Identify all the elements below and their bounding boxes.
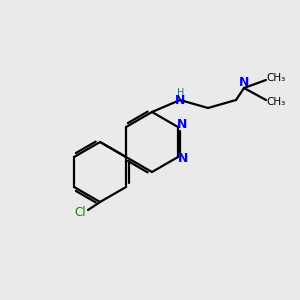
Text: N: N — [175, 94, 185, 106]
Text: N: N — [177, 118, 187, 131]
Text: CH₃: CH₃ — [266, 73, 286, 83]
Text: CH₃: CH₃ — [266, 97, 286, 107]
Text: N: N — [239, 76, 249, 88]
Text: Cl: Cl — [74, 206, 86, 220]
Text: N: N — [178, 152, 188, 166]
Text: H: H — [177, 88, 185, 98]
